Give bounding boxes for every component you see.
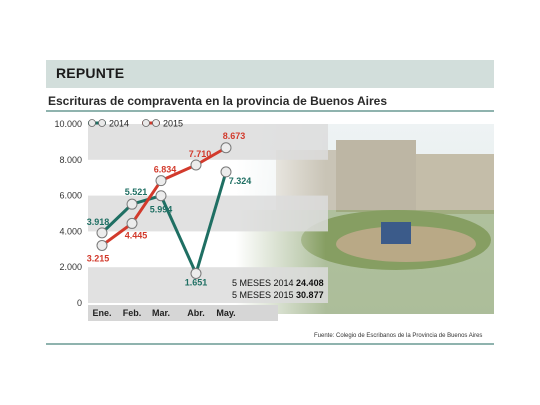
data-label-2014: 3.918: [87, 217, 110, 227]
legend-marker: [88, 119, 96, 127]
data-label-2015: 4.445: [125, 230, 148, 240]
data-label-2014: 5.521: [125, 187, 148, 197]
data-point-2014: [126, 198, 138, 210]
series-lines: [96, 142, 232, 279]
y-tick-label: 4.000: [59, 226, 82, 236]
source-note: Fuente: Colegio de Escribanos de la Prov…: [314, 333, 483, 339]
y-tick-label: 2.000: [59, 262, 82, 272]
x-tick-label: Feb.: [123, 308, 142, 318]
x-tick-label: Ene.: [92, 308, 111, 318]
legend-label: 2015: [163, 119, 183, 129]
legend-label: 2014: [109, 119, 129, 129]
data-point-2014: [190, 267, 202, 279]
data-point-2015: [155, 175, 167, 187]
grid-band: [88, 267, 328, 303]
data-label-2014: 7.324: [229, 176, 252, 186]
data-label-2014: 5.994: [150, 205, 173, 215]
page-title: REPUNTE: [56, 65, 125, 81]
data-label-2015: 8.673: [223, 131, 246, 141]
legend-marker: [142, 119, 150, 127]
total-label: 5 MESES 2014: [232, 278, 296, 288]
data-label-2015: 6.834: [154, 165, 177, 175]
data-point-2014: [96, 227, 108, 239]
data-point-2015: [190, 159, 202, 171]
x-axis: Ene. Feb. Mar. Abr. May.: [88, 305, 278, 321]
legend: 2014 2015: [88, 119, 183, 129]
total-value: 24.408: [296, 278, 324, 288]
legend-marker: [98, 119, 106, 127]
data-label-2014: 1.651: [185, 277, 208, 287]
total-line: 5 MESES 2014 24.408: [232, 278, 324, 288]
x-tick-label: Abr.: [187, 308, 205, 318]
data-point-2015: [96, 239, 108, 251]
y-tick-label: 10.000: [54, 119, 82, 129]
divider-bottom: [46, 343, 494, 345]
header-bar: REPUNTE: [46, 60, 494, 88]
data-label-2015: 3.215: [87, 253, 110, 263]
x-axis-band: [88, 305, 278, 321]
legend-marker: [152, 119, 160, 127]
y-tick-label: 8.000: [59, 155, 82, 165]
x-tick-label: Mar.: [152, 308, 170, 318]
total-value: 30.877: [296, 290, 324, 300]
divider-top: [46, 110, 494, 112]
total-label: 5 MESES 2015: [232, 290, 296, 300]
data-point-2014: [155, 190, 167, 202]
grid-band: [88, 124, 328, 160]
data-label-2015: 7.710: [189, 149, 212, 159]
data-point-2014: [220, 166, 232, 178]
chart-subtitle: Escrituras de compraventa en la provinci…: [48, 94, 388, 108]
y-tick-label: 0: [77, 298, 82, 308]
data-point-2015: [220, 142, 232, 154]
x-tick-label: May.: [216, 308, 235, 318]
line-chart: 0 2.000 4.000 6.000 8.000 10.000 Ene. Feb. Mar.…: [54, 119, 494, 321]
y-tick-label: 6.000: [59, 191, 82, 201]
data-point-2015: [126, 217, 138, 229]
y-axis: 0 2.000 4.000 6.000 8.000 10.000: [54, 119, 82, 308]
total-line: 5 MESES 2015 30.877: [232, 290, 324, 300]
